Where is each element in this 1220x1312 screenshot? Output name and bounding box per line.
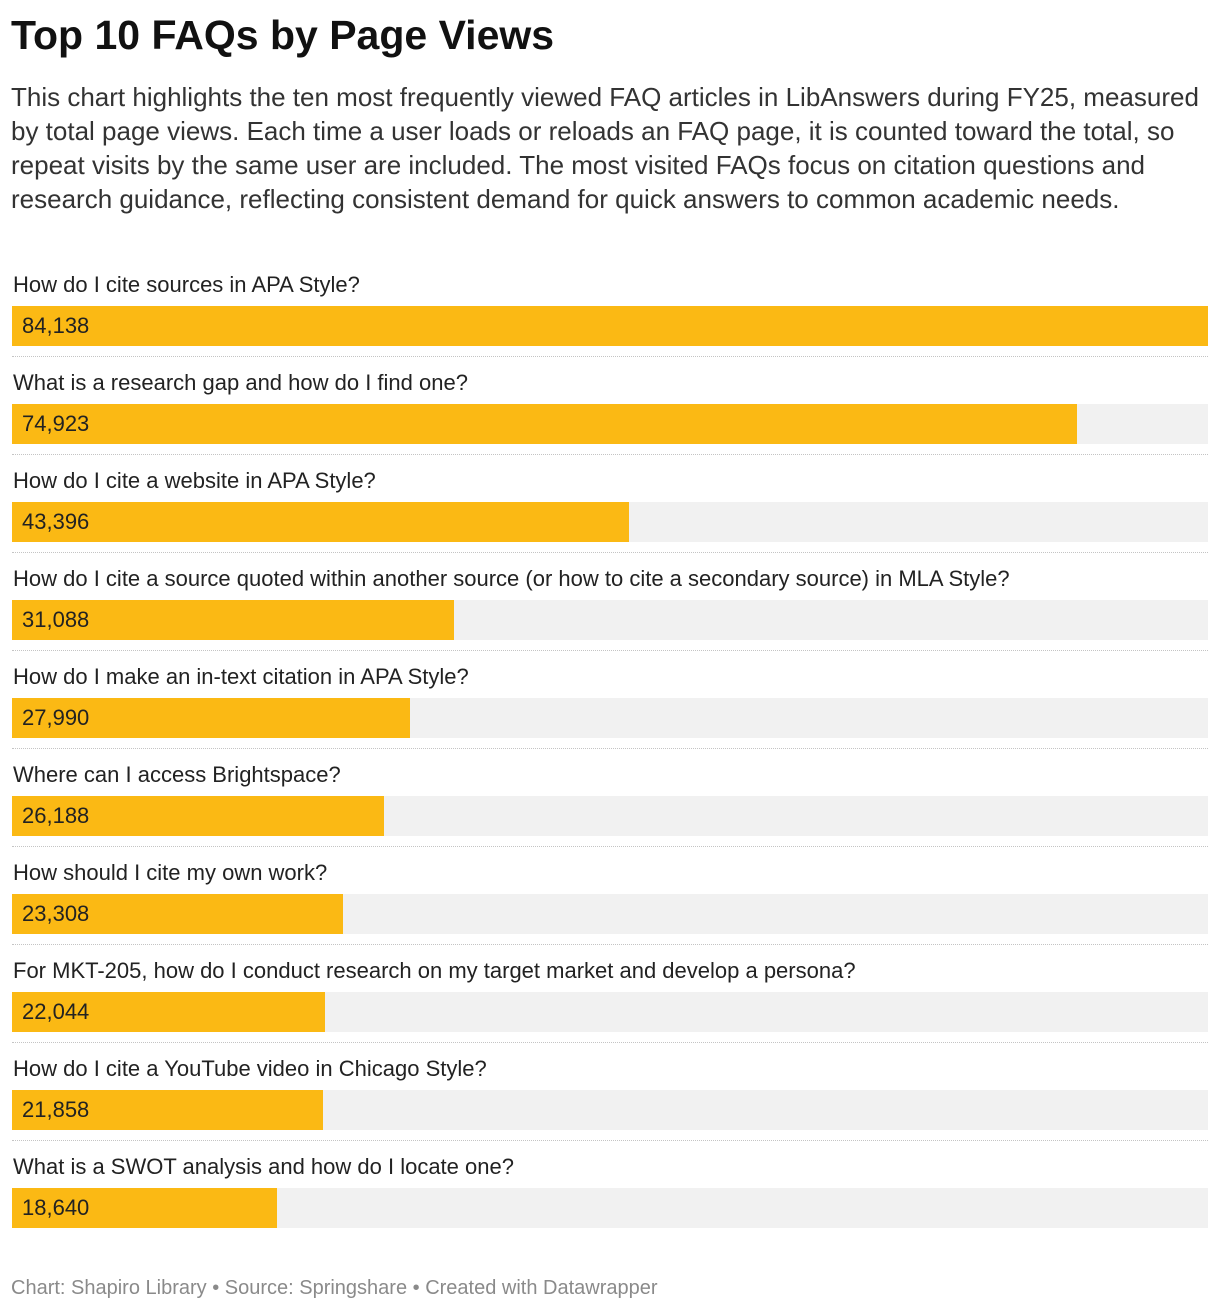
- chart-footer: Chart: Shapiro Library • Source: Springs…: [11, 1277, 658, 1299]
- bar-row: How should I cite my own work? 23,308: [12, 854, 1208, 952]
- bar-row: What is a research gap and how do I find…: [12, 364, 1208, 462]
- bar: [12, 306, 1208, 346]
- bar-row: How do I make an in-text citation in APA…: [12, 658, 1208, 756]
- bar-value-label: 43,396: [22, 509, 90, 534]
- chart-description: This chart highlights the ten most frequ…: [11, 82, 1199, 214]
- bar-row: What is a SWOT analysis and how do I loc…: [12, 1148, 1208, 1246]
- bar-category-label: How do I cite a YouTube video in Chicago…: [13, 1056, 487, 1081]
- bar-row: How do I cite a source quoted within ano…: [12, 560, 1208, 658]
- bar-track: 22,044: [12, 992, 1208, 1032]
- chart-title: Top 10 FAQs by Page Views: [11, 12, 555, 58]
- row-divider: [12, 846, 1208, 847]
- bar-track: 27,990: [12, 698, 1208, 738]
- bar-track: 18,640: [12, 1188, 1208, 1228]
- bar-value-label: 31,088: [22, 607, 90, 632]
- bar-chart: How do I cite sources in APA Style? 84,13…: [12, 266, 1208, 1246]
- bar-value-label: 23,308: [22, 901, 90, 926]
- row-divider: [12, 552, 1208, 553]
- row-divider: [12, 1042, 1208, 1043]
- bar: [12, 1188, 277, 1228]
- bar-track: 26,188: [12, 796, 1208, 836]
- row-divider: [12, 650, 1208, 651]
- bar-category-label: How do I cite a website in APA Style?: [13, 468, 376, 493]
- row-divider: [12, 944, 1208, 945]
- bar: [12, 502, 629, 542]
- bar-category-label: How do I cite sources in APA Style?: [13, 272, 360, 297]
- bar-row: For MKT-205, how do I conduct research o…: [12, 952, 1208, 1050]
- bar-row: How do I cite sources in APA Style? 84,13…: [12, 266, 1208, 364]
- bar-value-label: 21,858: [22, 1097, 90, 1122]
- bar-category-label: How do I cite a source quoted within ano…: [13, 566, 1010, 591]
- bar: [12, 894, 343, 934]
- bar-category-label: Where can I access Brightspace?: [13, 762, 341, 787]
- bar-track: 23,308: [12, 894, 1208, 934]
- bar-value-label: 27,990: [22, 705, 90, 730]
- bar-category-label: What is a research gap and how do I find…: [13, 370, 468, 395]
- bar-category-label: How do I make an in-text citation in APA…: [13, 664, 469, 689]
- bar-category-label: How should I cite my own work?: [13, 860, 328, 885]
- bar-value-label: 26,188: [22, 803, 90, 828]
- row-divider: [12, 1140, 1208, 1141]
- bar: [12, 600, 454, 640]
- bar: [12, 698, 410, 738]
- bar-track: 84,138: [12, 306, 1208, 346]
- bar-row: How do I cite a website in APA Style? 43,…: [12, 462, 1208, 560]
- bar-category-label: What is a SWOT analysis and how do I loc…: [13, 1154, 514, 1179]
- bar-value-label: 84,138: [22, 313, 90, 338]
- row-divider: [12, 454, 1208, 455]
- bar-track: 21,858: [12, 1090, 1208, 1130]
- bar-track: 31,088: [12, 600, 1208, 640]
- row-divider: [12, 356, 1208, 357]
- bar-category-label: For MKT-205, how do I conduct research o…: [13, 958, 856, 983]
- bar: [12, 796, 384, 836]
- bar: [12, 404, 1077, 444]
- bar: [12, 992, 325, 1032]
- bar-track: 43,396: [12, 502, 1208, 542]
- bar-value-label: 22,044: [22, 999, 90, 1024]
- bar-row: How do I cite a YouTube video in Chicago…: [12, 1050, 1208, 1148]
- bar-value-label: 74,923: [22, 411, 90, 436]
- bar-value-label: 18,640: [22, 1195, 90, 1220]
- row-divider: [12, 748, 1208, 749]
- bar-row: Where can I access Brightspace? 26,188: [12, 756, 1208, 854]
- bar-track: 74,923: [12, 404, 1208, 444]
- bar: [12, 1090, 323, 1130]
